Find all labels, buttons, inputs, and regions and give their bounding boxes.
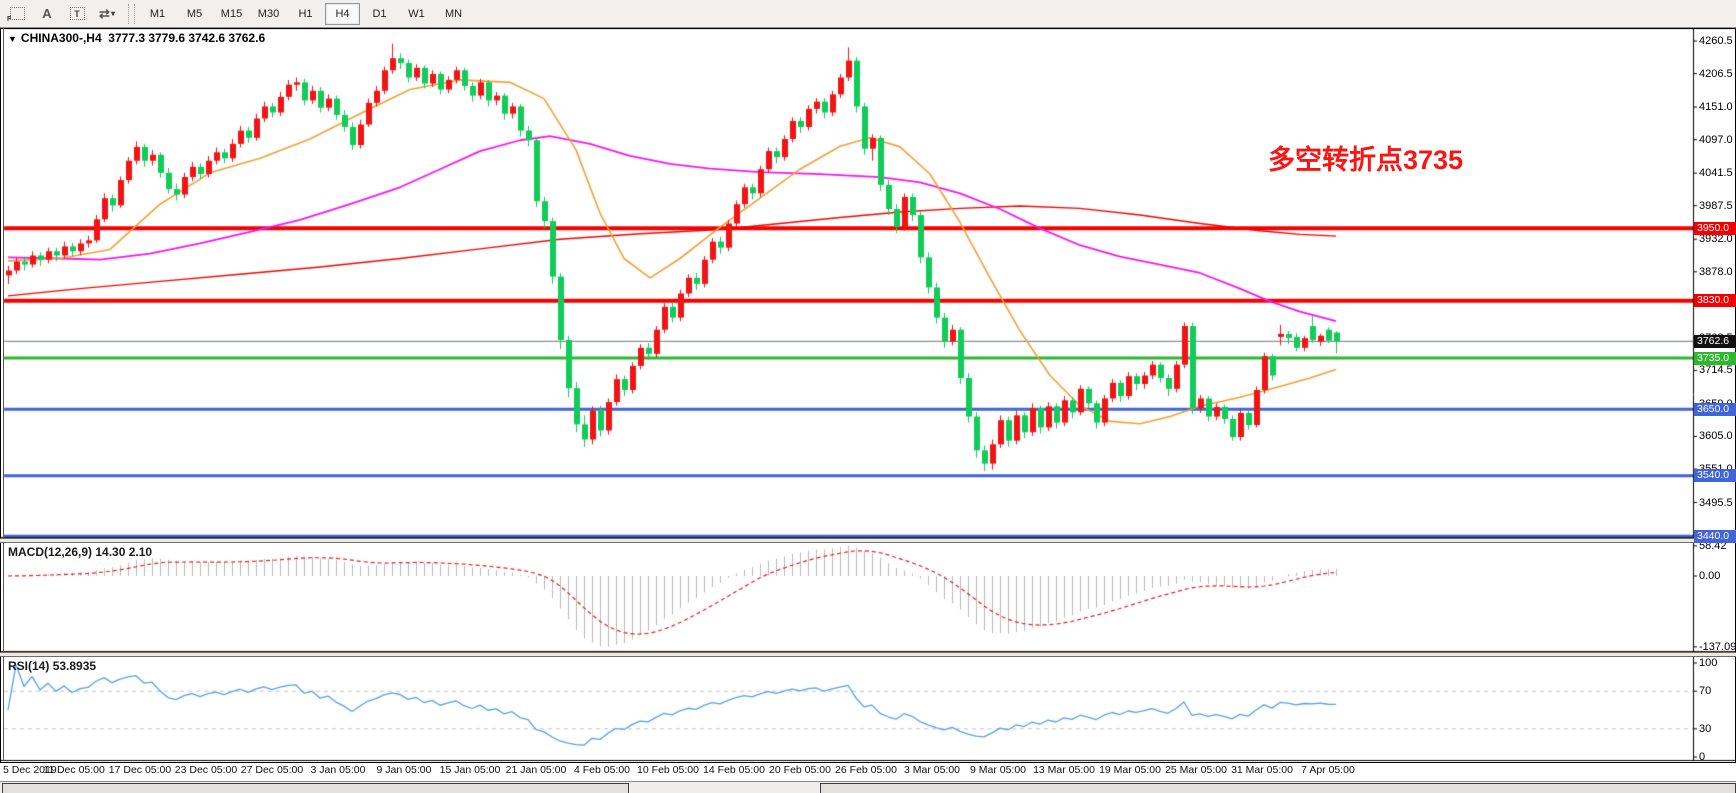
- minimized-window[interactable]: [820, 783, 1736, 793]
- macd-axis-label: 0.00: [1699, 570, 1721, 582]
- panel-splitter-macd[interactable]: [0, 538, 1736, 543]
- panel-splitter-rsi[interactable]: [0, 652, 1736, 657]
- date-label: 19 Mar 05:00: [1099, 764, 1161, 776]
- date-label: 9 Jan 05:00: [376, 764, 432, 776]
- ohlc-readout: 3777.3 3779.6 3742.6 3762.6: [108, 31, 266, 45]
- price-tick-label: 3605.0: [1699, 430, 1733, 443]
- macd-values: 14.30 2.10: [95, 545, 153, 559]
- date-label: 23 Dec 05:00: [174, 764, 238, 776]
- price-tick-label: 3714.5: [1699, 364, 1733, 377]
- date-label: 15 Jan 05:00: [439, 764, 501, 776]
- date-label: 5 Dec 2019: [3, 764, 57, 776]
- date-label: 3 Mar 05:00: [903, 764, 961, 776]
- price-tick-label: 4206.5: [1699, 67, 1733, 80]
- price-tag-3830.0: 3830.0: [1694, 294, 1736, 308]
- price-tag-3762.6: 3762.6: [1694, 334, 1736, 348]
- price-tick-label: 3932.0: [1699, 233, 1733, 246]
- price-tag-3650.0: 3650.0: [1694, 402, 1736, 416]
- date-label: 11 Dec 05:00: [43, 764, 105, 776]
- price-tag-3950.0: 3950.0: [1694, 221, 1736, 235]
- date-label: 31 Mar 05:00: [1231, 764, 1293, 776]
- date-label: 14 Feb 05:00: [703, 764, 765, 776]
- date-label: 9 Mar 05:00: [969, 764, 1027, 776]
- price-tick-label: 4097.0: [1699, 133, 1733, 146]
- macd-axis-label: -137.09: [1699, 640, 1736, 653]
- price-tag-3540.0: 3540.0: [1694, 469, 1736, 483]
- minimized-window[interactable]: [2, 783, 629, 793]
- rsi-axis-label: 100: [1699, 657, 1718, 669]
- price-tick-label: 3495.5: [1699, 496, 1733, 509]
- date-label: 4 Feb 05:00: [573, 764, 631, 776]
- date-label: 25 Mar 05:00: [1165, 764, 1227, 776]
- price-tick-label: 4151.0: [1699, 101, 1733, 114]
- symbol-dropdown-icon[interactable]: ▼: [8, 34, 17, 44]
- date-label: 7 Apr 05:00: [1301, 764, 1355, 776]
- date-label: 20 Feb 05:00: [769, 764, 831, 776]
- minimized-windows-bar: [0, 781, 1736, 793]
- price-tick-label: 4041.5: [1699, 167, 1733, 180]
- price-tag-3440.0: 3440.0: [1694, 529, 1736, 543]
- annotation-text: 多空转折点3735: [1268, 145, 1464, 175]
- date-label: 26 Feb 05:00: [835, 764, 897, 776]
- date-label: 27 Dec 05:00: [240, 764, 304, 776]
- price-tag-3735.0: 3735.0: [1694, 351, 1736, 365]
- macd-axis-label: 58.42: [1699, 539, 1727, 552]
- date-label: 21 Jan 05:00: [505, 764, 567, 776]
- chart-title: ▼ CHINA300-,H4 3777.3 3779.6 3742.6 3762.…: [8, 31, 265, 45]
- rsi-axis-label: 30: [1699, 722, 1712, 735]
- rsi-value: 53.8935: [52, 659, 97, 673]
- price-tick-label: 3987.5: [1699, 199, 1733, 212]
- macd-label: MACD(12,26,9) 14.30 2.10: [8, 545, 153, 559]
- date-label: 13 Mar 05:00: [1033, 764, 1095, 776]
- symbol-period: CHINA300-,H4: [20, 31, 102, 45]
- date-label: 10 Feb 05:00: [637, 764, 699, 776]
- rsi-axis-label: 0: [1699, 751, 1706, 763]
- price-tick-label: 3878.0: [1699, 265, 1733, 278]
- date-label: 17 Dec 05:00: [108, 764, 172, 776]
- date-label: 3 Jan 05:00: [310, 764, 366, 776]
- rsi-axis-label: 70: [1699, 685, 1712, 698]
- price-tick-label: 4260.5: [1699, 35, 1733, 47]
- rsi-label: RSI(14) 53.8935: [8, 659, 97, 673]
